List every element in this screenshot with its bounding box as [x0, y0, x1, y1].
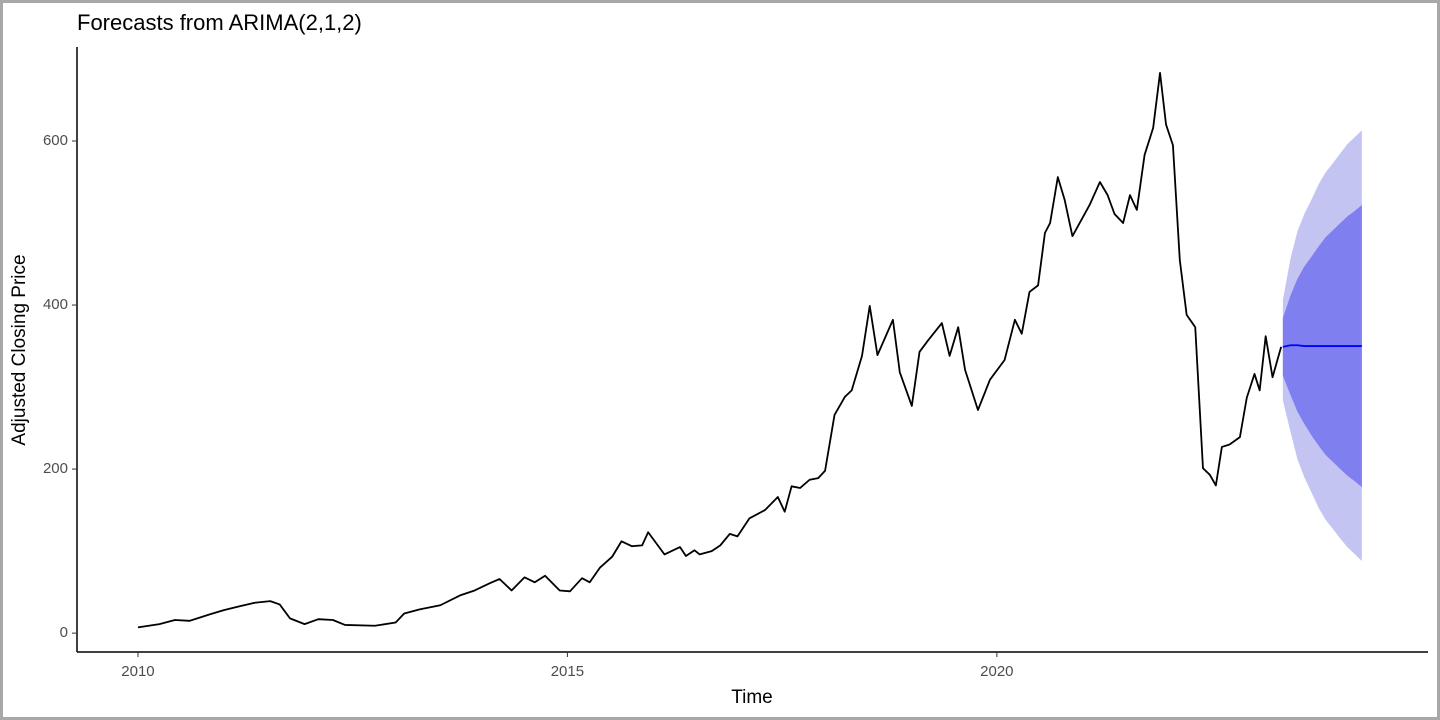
y-axis-title: Adjusted Closing Price	[9, 254, 30, 445]
history-line	[137, 72, 1282, 629]
y-tick-label: 400	[43, 296, 68, 313]
chart-title: Forecasts from ARIMA(2,1,2)	[77, 10, 362, 35]
x-axis-title: Time	[731, 687, 773, 708]
x-tick-label: 2010	[121, 663, 154, 680]
x-tick-label: 2015	[551, 663, 584, 680]
y-tick-label: 600	[43, 132, 68, 149]
y-tick-label: 200	[43, 460, 68, 477]
x-tick-label: 2020	[980, 663, 1013, 680]
y-tick-label: 0	[60, 624, 68, 641]
forecast-line	[1282, 344, 1362, 348]
